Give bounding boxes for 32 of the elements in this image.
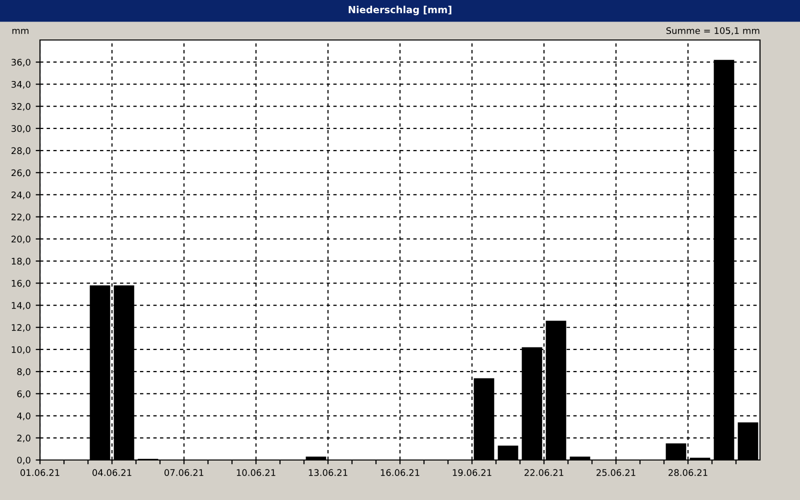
text: Summe = 105,1 mm [666, 27, 760, 35]
y-tick-label: 10,0 [12, 346, 30, 354]
y-tick-label: 24,0 [12, 191, 30, 200]
y-tick-label: 34,0 [12, 80, 30, 89]
x-tick-label: 22.06.21 [524, 469, 564, 476]
y-tick-label: 0,0 [17, 456, 30, 464]
y-tick-label: 28,0 [12, 147, 30, 156]
y-tick-label: 14,0 [12, 302, 30, 310]
x-tick-label: 10.06.21 [236, 469, 276, 476]
y-tick-label: 36,0 [12, 58, 30, 67]
y-tick-label: 18,0 [12, 258, 30, 266]
x-tick-label: 01.06.21 [20, 469, 60, 476]
x-tick-label: 04.06.21 [92, 469, 132, 476]
y-tick-label: 6,0 [17, 390, 30, 398]
chart-title: Niederschlag [mm] [348, 6, 452, 16]
x-tick-label: 13.06.21 [308, 469, 348, 476]
x-tick-label: 19.06.21 [452, 469, 492, 476]
y-tick-label: 12,0 [12, 324, 30, 332]
y-tick-label: 30,0 [12, 125, 30, 133]
y-tick-label: 32,0 [12, 103, 30, 111]
x-tick-label: 28.06.21 [668, 469, 708, 476]
x-tick-label: 25.06.21 [596, 469, 636, 476]
y-tick-label: 2,0 [17, 434, 30, 442]
y-tick-label: 20,0 [12, 236, 30, 244]
y-tick-label: 26,0 [12, 169, 30, 178]
y-tick-label: 16,0 [12, 280, 30, 288]
y-axis-title: mm [12, 28, 28, 34]
y-tick-label: 4,0 [17, 412, 30, 420]
y-tick-label: 8,0 [17, 368, 30, 376]
y-tick-label: 22,0 [12, 214, 30, 222]
x-tick-label: 16.06.21 [380, 469, 420, 476]
x-tick-label: 07.06.21 [164, 469, 204, 476]
